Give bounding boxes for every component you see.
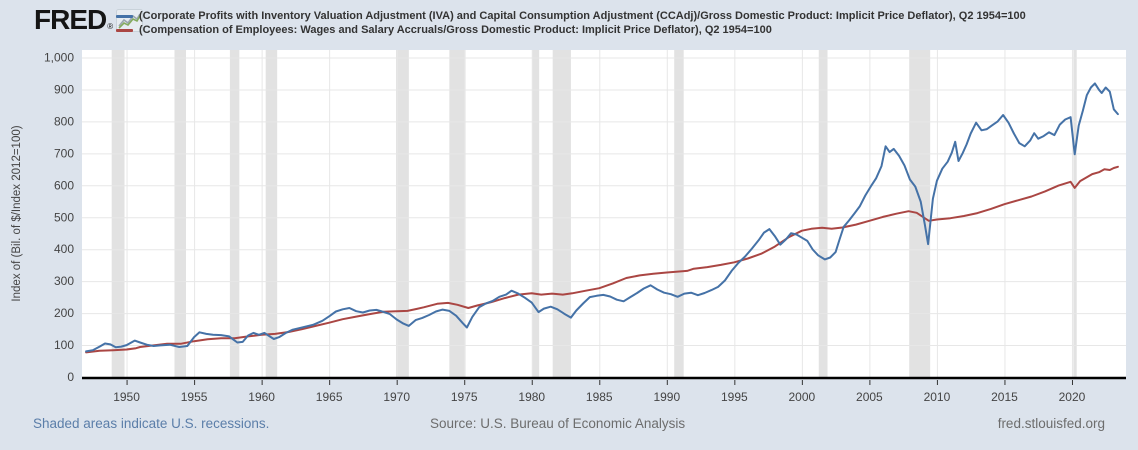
recession-bands: [111, 50, 1077, 377]
y-tick-label: 700: [54, 146, 74, 160]
x-tick-label: 1980: [518, 390, 545, 404]
x-tick-label: 1965: [316, 390, 343, 404]
x-tick-label: 1970: [383, 390, 410, 404]
y-tick-label: 100: [54, 338, 74, 352]
recession-band: [111, 50, 125, 377]
x-tick-label: 1995: [721, 390, 748, 404]
y-tick-label: 200: [54, 306, 74, 320]
x-tick-label: 1950: [113, 390, 140, 404]
y-tick-label: 300: [54, 274, 74, 288]
x-tick-label: 1990: [653, 390, 680, 404]
chart-header: FRED ® (Corporate Profits with Inventory…: [0, 0, 1138, 44]
x-tick-label: 1985: [586, 390, 613, 404]
y-tick-label: 600: [54, 178, 74, 192]
series-line-corporate-profits: [85, 82, 1119, 353]
plot-area[interactable]: [82, 50, 1126, 377]
series-line-compensation: [85, 165, 1119, 354]
legend-item-corporate-profits: (Corporate Profits with Inventory Valuat…: [116, 9, 1026, 23]
y-tick-label: 500: [54, 210, 74, 224]
fred-logo-text: FRED: [34, 4, 107, 35]
y-tick-label: 1,000: [44, 51, 74, 65]
recession-band: [818, 50, 828, 377]
recession-band: [532, 50, 540, 377]
x-axis-tick-marks: [126, 380, 1073, 385]
x-tick-label: 1960: [248, 390, 275, 404]
recession-band: [909, 50, 931, 377]
y-axis-tick-labels: 0 100 200 300 400 500 600 700 800 900 1,000: [44, 51, 74, 385]
recession-band: [449, 50, 466, 377]
y-tick-label: 0: [67, 370, 74, 384]
legend-swatch-blue: [116, 14, 133, 18]
y-axis-title: Index of (Bil. of $/Index 2012=100): [11, 125, 23, 301]
recession-band: [552, 50, 571, 377]
y-tick-label: 900: [54, 82, 74, 96]
recession-band: [1073, 50, 1077, 377]
recession-band: [174, 50, 186, 377]
source-note: Source: U.S. Bureau of Economic Analysis: [430, 416, 686, 431]
x-tick-label: 1955: [181, 390, 208, 404]
recession-band: [229, 50, 240, 377]
fred-site-link[interactable]: fred.stlouisfed.org: [997, 416, 1105, 431]
recession-band: [674, 50, 684, 377]
x-tick-label: 2005: [856, 390, 883, 404]
registered-trademark-icon: ®: [107, 22, 114, 31]
x-tick-label: 2020: [1059, 390, 1086, 404]
x-tick-label: 2010: [924, 390, 951, 404]
y-tick-label: 800: [54, 114, 74, 128]
legend-swatch-red: [116, 28, 133, 32]
recession-band: [396, 50, 409, 377]
chart-footer: Shaded areas indicate U.S. recessions. S…: [0, 414, 1138, 438]
chart-legend: (Corporate Profits with Inventory Valuat…: [116, 9, 1026, 37]
series-lines: [85, 82, 1119, 354]
recession-note: Shaded areas indicate U.S. recessions.: [33, 416, 270, 431]
recession-band: [265, 50, 278, 377]
x-tick-label: 2000: [789, 390, 816, 404]
x-axis-tick-labels: 1950 1955 1960 1965 1970 1975 1980 1985 1990 1995…: [113, 390, 1085, 404]
legend-item-compensation: (Compensation of Employees: Wages and Sa…: [116, 23, 1026, 37]
x-tick-label: 1975: [451, 390, 478, 404]
y-tick-label: 400: [54, 242, 74, 256]
legend-label-corporate-profits: (Corporate Profits with Inventory Valuat…: [139, 10, 1026, 22]
x-tick-label: 2015: [991, 390, 1018, 404]
legend-label-compensation: (Compensation of Employees: Wages and Sa…: [139, 24, 772, 36]
